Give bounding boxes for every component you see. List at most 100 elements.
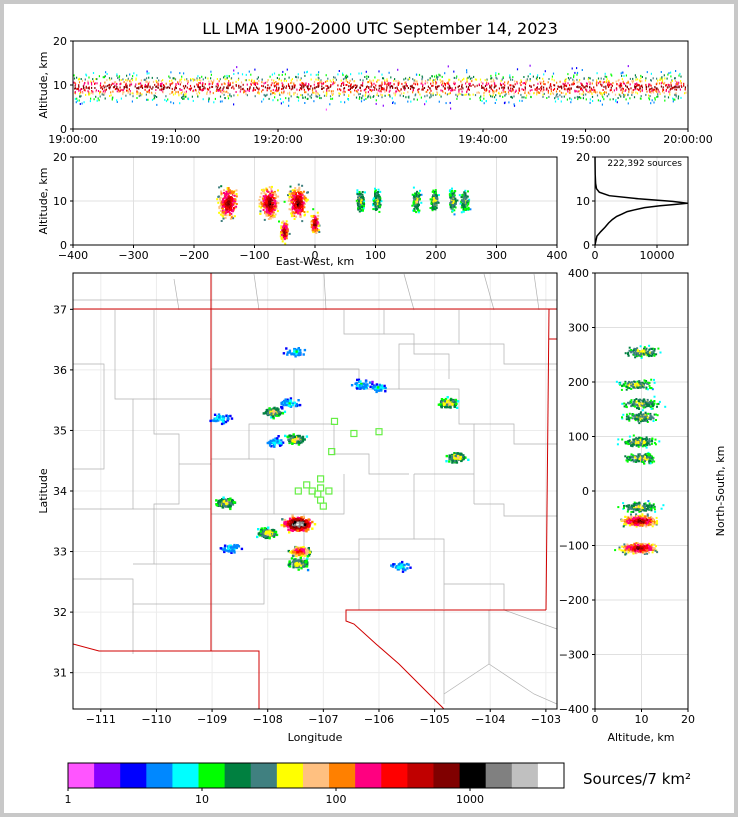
source-point xyxy=(337,84,339,87)
source-point xyxy=(297,550,301,554)
source-point xyxy=(80,88,82,91)
source-point xyxy=(610,73,612,76)
source-point xyxy=(420,82,422,85)
source-point xyxy=(374,187,376,190)
source-point xyxy=(375,88,378,91)
source-point xyxy=(596,91,598,94)
source-point xyxy=(495,90,497,93)
source-point xyxy=(447,82,449,85)
source-point xyxy=(105,85,107,88)
source-point xyxy=(207,77,209,80)
source-point xyxy=(503,87,505,90)
source-point xyxy=(234,207,237,210)
source-point xyxy=(169,86,171,89)
source-point xyxy=(462,194,465,197)
source-point xyxy=(301,184,304,187)
source-point xyxy=(314,222,317,225)
source-point xyxy=(670,83,672,86)
x-tick-label: 19:30:00 xyxy=(356,133,405,146)
source-point xyxy=(332,92,334,95)
source-point xyxy=(604,91,606,94)
source-point xyxy=(573,82,575,85)
source-point xyxy=(296,96,298,98)
source-point xyxy=(460,80,462,83)
source-point xyxy=(303,198,306,200)
source-point xyxy=(374,193,376,196)
source-point xyxy=(450,200,453,203)
source-point xyxy=(296,88,298,91)
source-point xyxy=(563,88,565,91)
source-point xyxy=(294,187,297,190)
source-point xyxy=(605,80,608,83)
source-point xyxy=(291,196,293,199)
source-point xyxy=(412,78,414,81)
y-tick-label: 0 xyxy=(60,239,67,252)
source-point xyxy=(507,91,510,94)
source-point xyxy=(281,73,283,76)
source-point xyxy=(350,83,352,86)
source-point xyxy=(453,191,456,194)
source-point xyxy=(631,94,633,96)
source-point xyxy=(303,195,306,198)
source-point xyxy=(413,195,415,198)
source-point xyxy=(270,190,273,193)
source-point xyxy=(520,84,522,87)
source-point xyxy=(283,523,287,526)
source-point xyxy=(617,97,619,99)
source-point xyxy=(294,193,297,196)
source-point xyxy=(276,210,279,213)
source-point xyxy=(316,222,319,225)
source-point xyxy=(361,208,364,211)
source-point xyxy=(261,100,263,103)
source-point xyxy=(226,198,229,201)
source-point xyxy=(465,207,468,210)
source-point xyxy=(172,77,174,80)
source-point xyxy=(199,88,202,91)
source-point xyxy=(658,82,661,85)
source-point xyxy=(223,546,226,550)
source-point xyxy=(519,82,521,85)
source-point xyxy=(78,81,81,84)
source-point xyxy=(266,205,269,208)
source-point xyxy=(672,100,674,103)
source-point xyxy=(314,217,316,220)
source-point xyxy=(624,94,626,96)
source-point xyxy=(372,198,375,201)
source-point xyxy=(289,190,292,193)
source-point xyxy=(264,197,266,199)
source-point xyxy=(323,86,325,89)
source-point xyxy=(296,553,299,556)
source-point xyxy=(555,90,558,93)
source-point xyxy=(317,76,319,79)
source-point xyxy=(233,73,235,75)
source-point xyxy=(398,82,400,85)
source-point xyxy=(532,75,534,78)
source-point xyxy=(288,97,290,100)
source-point xyxy=(157,86,159,89)
source-point xyxy=(223,76,225,79)
source-point xyxy=(374,191,376,194)
source-point xyxy=(237,78,239,81)
source-point xyxy=(234,198,237,201)
source-point xyxy=(283,79,285,82)
source-point xyxy=(290,82,292,85)
source-point xyxy=(429,77,431,80)
source-point xyxy=(96,78,98,81)
source-point xyxy=(263,82,265,85)
source-point xyxy=(624,90,626,92)
source-point xyxy=(271,81,273,84)
source-point xyxy=(371,84,373,87)
source-point xyxy=(617,79,619,82)
source-point xyxy=(144,83,146,86)
source-point xyxy=(555,93,558,96)
source-point xyxy=(504,101,506,104)
source-point xyxy=(465,82,467,85)
source-point xyxy=(567,90,569,93)
source-point xyxy=(469,77,471,80)
source-point xyxy=(601,84,603,87)
source-point xyxy=(187,80,189,83)
source-point xyxy=(307,93,309,96)
source-point xyxy=(639,85,641,88)
source-point xyxy=(286,223,289,226)
source-point xyxy=(231,503,235,506)
